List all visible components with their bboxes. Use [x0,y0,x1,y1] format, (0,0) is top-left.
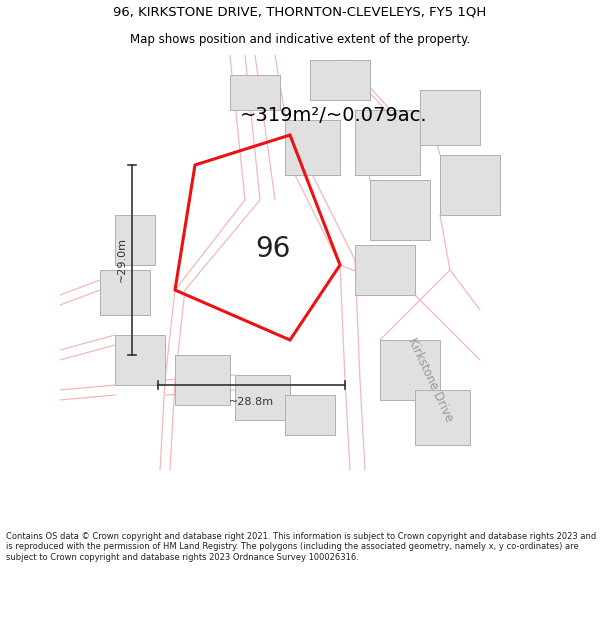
Polygon shape [370,180,430,240]
Polygon shape [235,375,290,420]
Polygon shape [100,270,150,315]
Polygon shape [285,395,335,435]
Text: 96: 96 [256,235,290,263]
Text: Kirkstone Drive: Kirkstone Drive [405,336,455,424]
Polygon shape [115,335,165,385]
Polygon shape [230,75,280,110]
Polygon shape [115,215,155,265]
Polygon shape [310,60,370,100]
Text: ~28.8m: ~28.8m [229,397,274,407]
Polygon shape [355,110,420,175]
Text: ~319m²/~0.079ac.: ~319m²/~0.079ac. [240,106,428,125]
Polygon shape [380,340,440,400]
Polygon shape [420,90,480,145]
Polygon shape [285,120,340,175]
Text: Map shows position and indicative extent of the property.: Map shows position and indicative extent… [130,33,470,46]
Polygon shape [355,245,415,295]
Text: 96, KIRKSTONE DRIVE, THORNTON-CLEVELEYS, FY5 1QH: 96, KIRKSTONE DRIVE, THORNTON-CLEVELEYS,… [113,6,487,19]
Polygon shape [440,155,500,215]
Text: Contains OS data © Crown copyright and database right 2021. This information is : Contains OS data © Crown copyright and d… [6,532,596,562]
Polygon shape [175,355,230,405]
Polygon shape [415,390,470,445]
Text: ~29.0m: ~29.0m [117,238,127,282]
